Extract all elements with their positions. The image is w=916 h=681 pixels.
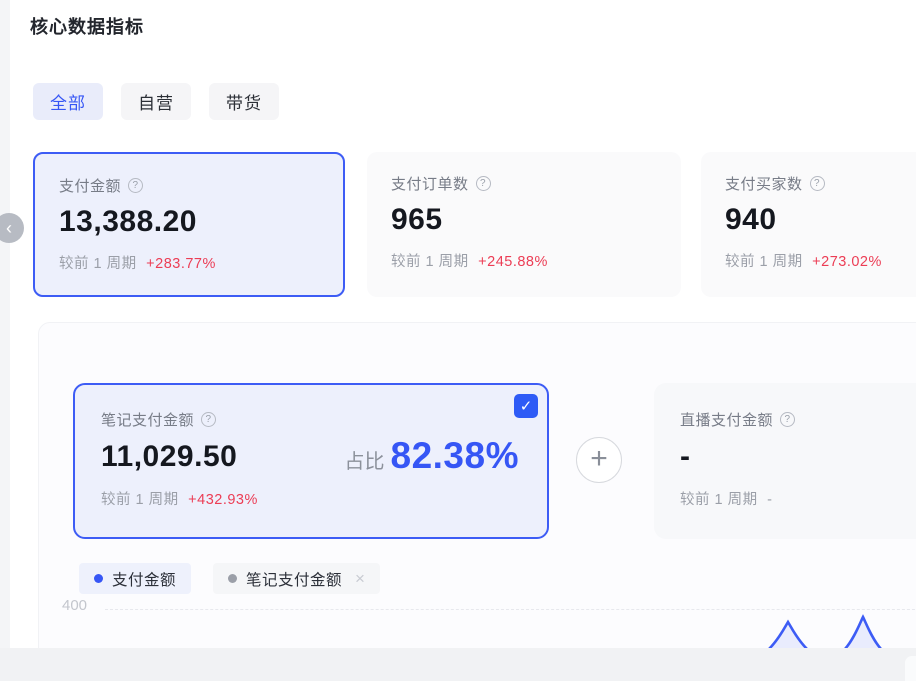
metric-label: 支付金额 [59, 178, 122, 195]
metric-compare-row: 较前 1 周期 +283.77% [59, 252, 319, 273]
help-icon[interactable]: ? [475, 176, 491, 191]
help-icon[interactable]: ? [201, 412, 217, 427]
metric-delta: +245.88% [478, 254, 548, 270]
tab-self-operated[interactable]: 自营 [121, 83, 191, 120]
legend-dot [228, 574, 238, 583]
metric-card-payment-amount[interactable]: 支付金额 ? 13,388.20 较前 1 周期 +283.77% [33, 152, 345, 297]
metric-label: 支付订单数 [391, 176, 469, 193]
chevron-left-icon: ‹ [6, 218, 12, 238]
chart-legend: 支付金额 笔记支付金额 × [79, 563, 381, 594]
metric-label-row: 支付订单数 ? [391, 173, 657, 194]
ratio-block: 占比 82.38% [345, 435, 520, 477]
metric-card-paid-buyers[interactable]: 支付买家数 ? 940 较前 1 周期 +273.02% [701, 152, 916, 297]
metric-label: 笔记支付金额 [101, 412, 195, 429]
metric-label-row: 支付金额 ? [59, 175, 319, 196]
page-title: 核心数据指标 [30, 17, 144, 37]
metric-label-row: 笔记支付金额 ? [101, 409, 547, 430]
help-icon[interactable]: ? [780, 412, 796, 427]
scope-tabs: 全部 自营 带货 [33, 83, 279, 120]
metric-compare-row: 较前 1 周期 +432.93% [101, 488, 547, 509]
carousel-prev-button[interactable]: ‹ [0, 213, 24, 243]
metric-delta: +283.77% [146, 256, 216, 272]
metric-compare-row: 较前 1 周期 - [680, 488, 916, 509]
legend-label: 笔记支付金额 [246, 571, 343, 589]
compare-label: 较前 1 周期 [725, 254, 803, 270]
note-metric-checkbox[interactable]: ✓ [514, 394, 538, 418]
chart-panel: 笔记支付金额 ? 11,029.50 占比 82.38% 较前 1 周期 +43… [38, 322, 916, 667]
floating-widget-corner [905, 656, 916, 681]
metric-label-row: 直播支付金额 ? [680, 409, 916, 430]
metric-label: 支付买家数 [725, 176, 803, 193]
metric-label: 直播支付金额 [680, 412, 774, 429]
legend-item-payment-amount[interactable]: 支付金额 [79, 563, 192, 594]
compare-label: 较前 1 周期 [680, 492, 758, 508]
metric-compare-row: 较前 1 周期 +273.02% [725, 250, 916, 271]
legend-label: 支付金额 [112, 571, 177, 589]
legend-dot [94, 574, 103, 583]
page-left-gutter [0, 0, 10, 648]
metric-value: 940 [725, 203, 777, 236]
plus-icon: + [590, 441, 608, 475]
sub-card-note-payment[interactable]: 笔记支付金额 ? 11,029.50 占比 82.38% 较前 1 周期 +43… [73, 383, 549, 539]
chart-gridline [105, 609, 916, 610]
ratio-value: 82.38% [390, 435, 519, 476]
metric-value: 965 [391, 203, 443, 236]
page-bottom-gutter [0, 648, 916, 681]
help-icon[interactable]: ? [809, 176, 825, 191]
metric-value: 11,029.50 [101, 440, 238, 473]
check-icon: ✓ [519, 398, 533, 415]
metric-value: 13,388.20 [59, 205, 197, 238]
compare-label: 较前 1 周期 [391, 254, 469, 270]
help-icon[interactable]: ? [128, 178, 144, 193]
compare-label: 较前 1 周期 [101, 492, 179, 508]
line-chart-partial-peaks [767, 614, 883, 649]
metric-delta: +432.93% [188, 492, 258, 508]
legend-item-note-payment[interactable]: 笔记支付金额 × [213, 563, 381, 594]
tab-all[interactable]: 全部 [33, 83, 103, 120]
add-metric-button[interactable]: + [576, 437, 622, 483]
compare-label: 较前 1 周期 [59, 256, 137, 272]
sub-card-live-payment[interactable]: 直播支付金额 ? - 较前 1 周期 - [654, 383, 916, 539]
metric-label-row: 支付买家数 ? [725, 173, 916, 194]
metric-delta: - [767, 492, 773, 508]
metric-value: - [680, 440, 691, 473]
metric-compare-row: 较前 1 周期 +245.88% [391, 250, 657, 271]
y-axis-tick-400: 400 [62, 597, 88, 614]
tab-affiliate[interactable]: 带货 [209, 83, 279, 120]
metric-card-paid-orders[interactable]: 支付订单数 ? 965 较前 1 周期 +245.88% [367, 152, 681, 297]
metric-delta: +273.02% [812, 254, 882, 270]
close-icon[interactable]: × [355, 568, 366, 588]
ratio-label: 占比 [344, 451, 385, 473]
